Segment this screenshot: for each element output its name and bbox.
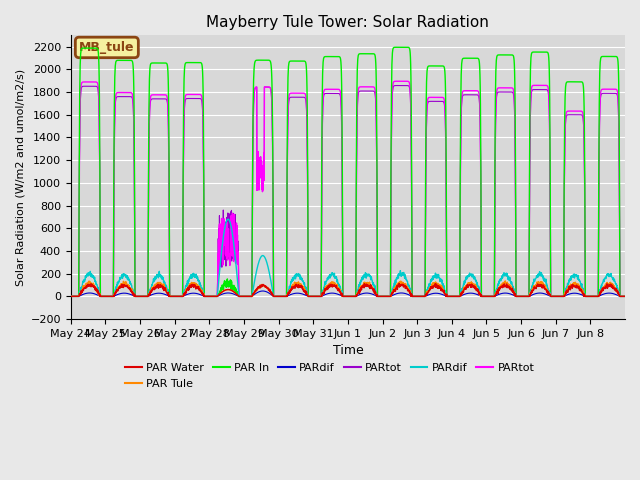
Y-axis label: Solar Radiation (W/m2 and umol/m2/s): Solar Radiation (W/m2 and umol/m2/s) xyxy=(15,69,25,286)
Text: MB_tule: MB_tule xyxy=(79,41,134,54)
Legend: PAR Water, PAR Tule, PAR In, PARdif, PARtot, PARdif, PARtot: PAR Water, PAR Tule, PAR In, PARdif, PAR… xyxy=(121,359,539,393)
Title: Mayberry Tule Tower: Solar Radiation: Mayberry Tule Tower: Solar Radiation xyxy=(207,15,490,30)
X-axis label: Time: Time xyxy=(333,344,364,357)
